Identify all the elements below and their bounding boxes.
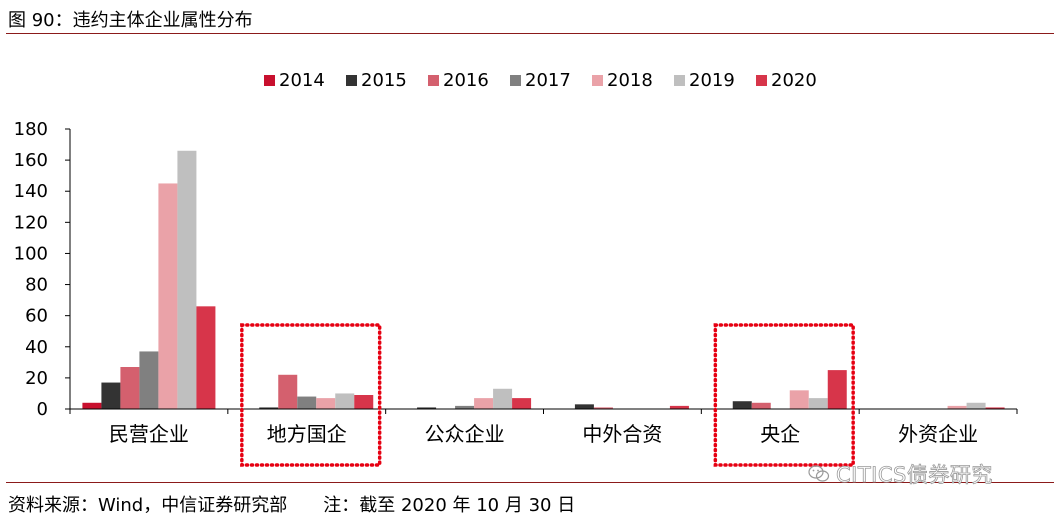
bar	[493, 388, 513, 409]
x-tick-label: 外资企业	[898, 422, 978, 446]
legend-item: 2014	[264, 70, 325, 91]
chart-legend: 2014 2015 2016 2017 2018 2019 2020	[0, 70, 1060, 94]
bar	[751, 402, 771, 409]
legend-item: 2020	[756, 70, 817, 91]
x-tick-label: 地方国企	[267, 422, 347, 446]
bar	[732, 401, 752, 409]
legend-label: 2020	[771, 70, 817, 91]
highlight-box	[240, 323, 382, 467]
bar	[669, 405, 689, 409]
bar	[196, 306, 216, 409]
figure-title: 图 90：违约主体企业属性分布	[8, 10, 253, 31]
bar	[259, 407, 279, 409]
legend-label: 2014	[279, 70, 325, 91]
y-tick-label: 20	[25, 368, 48, 389]
y-tick-label: 120	[14, 212, 48, 233]
bar	[574, 404, 594, 409]
y-tick-label: 160	[14, 150, 48, 171]
title-rule	[6, 33, 1054, 34]
legend-label: 2019	[689, 70, 735, 91]
y-tick-label: 60	[25, 306, 48, 327]
x-tick-label: 央企	[760, 422, 800, 446]
y-tick-label: 140	[14, 181, 48, 202]
y-tick-label: 100	[14, 243, 48, 264]
source-footer: 资料来源：Wind，中信证券研究部 注：截至 2020 年 10 月 30 日	[8, 491, 575, 517]
bar	[808, 398, 828, 409]
bar	[139, 351, 159, 409]
bar	[158, 183, 178, 409]
x-tick-label: 中外合资	[582, 422, 662, 446]
x-tick-label: 公众企业	[425, 422, 505, 446]
bar	[297, 396, 317, 409]
bar	[82, 402, 102, 409]
watermark-text: CITICS债券研究	[836, 463, 993, 488]
y-tick-label: 40	[25, 337, 48, 358]
legend-swatch	[510, 75, 521, 86]
bar	[417, 407, 437, 409]
legend-label: 2018	[607, 70, 653, 91]
bar	[354, 395, 374, 409]
legend-item: 2015	[346, 70, 407, 91]
bar	[789, 390, 809, 409]
bar	[177, 150, 197, 409]
highlight-box	[713, 323, 855, 467]
legend-swatch	[674, 75, 685, 86]
bar	[316, 398, 336, 409]
bar	[966, 402, 986, 409]
bar	[593, 407, 613, 409]
footer-rule	[6, 482, 1054, 483]
bar	[101, 382, 121, 409]
bar	[120, 367, 140, 409]
watermark: CITICS债券研究	[808, 459, 993, 489]
legend-swatch	[264, 75, 275, 86]
bar	[474, 398, 494, 409]
bar	[455, 405, 475, 409]
bar	[512, 398, 532, 409]
bar	[985, 407, 1005, 409]
legend-item: 2019	[674, 70, 735, 91]
y-tick-label: 80	[25, 275, 48, 296]
legend-item: 2016	[428, 70, 489, 91]
note-text: 注：截至 2020 年 10 月 30 日	[323, 495, 576, 516]
legend-swatch	[428, 75, 439, 86]
legend-swatch	[756, 75, 767, 86]
legend-label: 2017	[525, 70, 571, 91]
legend-swatch	[592, 75, 603, 86]
bar	[335, 393, 355, 409]
legend-label: 2016	[443, 70, 489, 91]
bar	[947, 405, 967, 409]
legend-label: 2015	[361, 70, 407, 91]
legend-swatch	[346, 75, 357, 86]
bar	[827, 370, 847, 409]
y-tick-label: 180	[14, 119, 48, 140]
wechat-icon	[808, 465, 830, 482]
source-text: 资料来源：Wind，中信证券研究部	[8, 495, 288, 516]
legend-item: 2018	[592, 70, 653, 91]
legend-item: 2017	[510, 70, 571, 91]
y-tick-label: 0	[37, 399, 48, 420]
x-tick-label: 民营企业	[109, 422, 189, 446]
bar	[278, 374, 298, 409]
